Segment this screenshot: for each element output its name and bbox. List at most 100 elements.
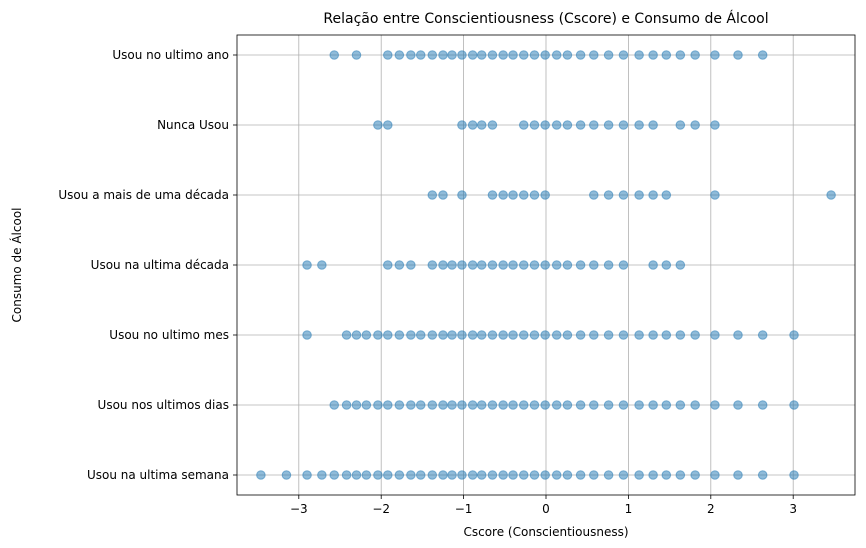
data-point [373, 120, 383, 130]
data-point [789, 330, 799, 340]
data-point [634, 120, 644, 130]
data-point [394, 260, 405, 270]
data-point [382, 50, 393, 60]
data-point [518, 260, 529, 270]
data-point [826, 190, 836, 200]
data-point [508, 190, 518, 200]
data-point [661, 50, 672, 60]
data-point [575, 260, 586, 270]
data-point [690, 120, 700, 130]
data-point [438, 400, 448, 410]
data-point [575, 50, 586, 60]
data-point [603, 470, 614, 480]
data-point [427, 260, 438, 270]
data-point [498, 470, 508, 480]
data-point [675, 400, 686, 410]
x-tick-label: −3 [290, 502, 308, 516]
data-point [575, 470, 586, 480]
x-tick-label: −2 [372, 502, 390, 516]
data-point [757, 470, 768, 480]
data-point [757, 50, 768, 60]
data-point [634, 330, 644, 340]
data-point [487, 330, 498, 340]
y-tick-label: Usou na ultima década [91, 258, 229, 272]
data-point [406, 470, 416, 480]
data-point [498, 190, 508, 200]
data-point [394, 330, 405, 340]
data-point [476, 50, 487, 60]
data-point [508, 50, 518, 60]
data-point [457, 330, 467, 340]
y-tick-label: Usou a mais de uma década [58, 188, 229, 202]
chart-title: Relação entre Conscientiousness (Cscore)… [323, 10, 768, 27]
data-point [518, 50, 529, 60]
data-point [540, 50, 550, 60]
data-point [427, 50, 438, 60]
data-point [648, 470, 658, 480]
data-point [710, 400, 720, 410]
data-point [575, 120, 586, 130]
data-point [540, 120, 550, 130]
data-point [329, 400, 340, 410]
data-point [551, 400, 562, 410]
data-point [588, 470, 599, 480]
data-point [540, 330, 550, 340]
data-point [588, 50, 599, 60]
x-tick-label: 3 [789, 502, 797, 516]
data-point [487, 260, 498, 270]
data-point [476, 260, 487, 270]
data-point [508, 400, 518, 410]
data-point [551, 50, 562, 60]
y-tick-label: Usou nos ultimos dias [98, 398, 229, 412]
data-point [634, 190, 644, 200]
data-point [447, 260, 457, 270]
data-point [256, 470, 266, 480]
data-point [457, 260, 467, 270]
data-point [675, 470, 686, 480]
data-point [467, 400, 478, 410]
y-tick-label: Usou no ultimo mes [109, 328, 229, 342]
data-point [406, 330, 416, 340]
data-point [618, 120, 629, 130]
data-point [476, 120, 487, 130]
data-point [361, 400, 372, 410]
data-point [302, 470, 312, 480]
data-point [562, 400, 573, 410]
data-point [447, 330, 457, 340]
data-point [498, 260, 508, 270]
data-point [562, 50, 573, 60]
y-tick-label: Usou na ultima semana [87, 468, 229, 482]
data-point [317, 470, 327, 480]
data-point [710, 120, 720, 130]
data-point [634, 400, 644, 410]
y-axis: Usou na ultima semana Usou nos ultimos di… [58, 48, 237, 482]
data-point [438, 470, 448, 480]
data-point [675, 50, 686, 60]
data-point [529, 400, 540, 410]
data-point [351, 400, 362, 410]
data-point [373, 330, 383, 340]
data-point [648, 190, 658, 200]
data-point [634, 50, 644, 60]
data-point [733, 330, 743, 340]
data-point [361, 470, 372, 480]
data-point [361, 330, 372, 340]
data-point [373, 470, 383, 480]
data-point [529, 120, 540, 130]
data-point [618, 50, 629, 60]
data-point [529, 470, 540, 480]
data-point [457, 120, 467, 130]
data-point [415, 400, 426, 410]
data-point [603, 330, 614, 340]
data-point [518, 470, 529, 480]
data-point [618, 470, 629, 480]
data-point [438, 330, 448, 340]
data-point [382, 330, 393, 340]
data-point [540, 400, 550, 410]
data-point [634, 470, 644, 480]
data-point [618, 400, 629, 410]
data-point [648, 400, 658, 410]
data-point [351, 470, 362, 480]
data-point [498, 50, 508, 60]
